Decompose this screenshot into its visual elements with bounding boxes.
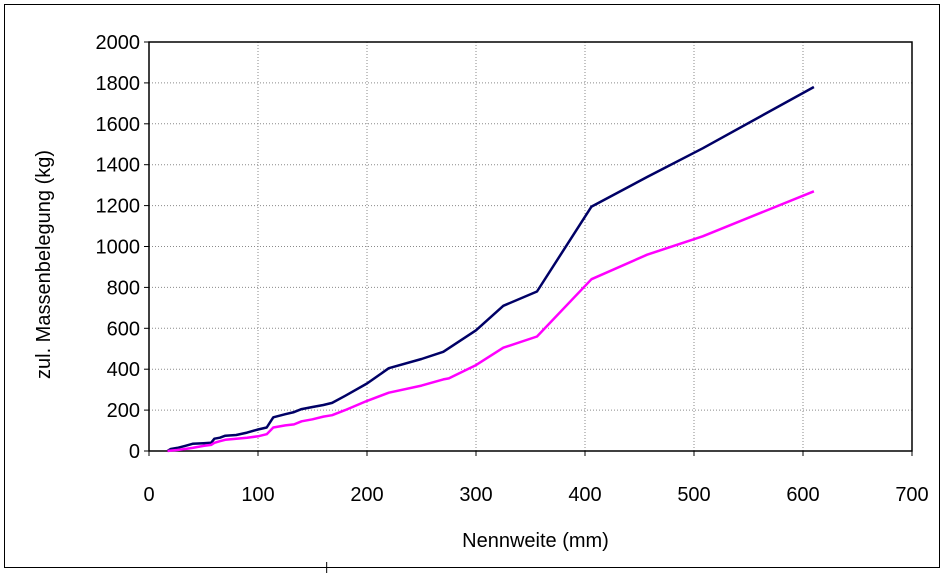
x-tick-label: 200 <box>350 484 383 506</box>
y-tick-label: 1600 <box>96 114 141 136</box>
y-axis-title: zul. Massenbelegung (kg) <box>33 150 55 379</box>
x-tick-label: 600 <box>786 484 819 506</box>
tick-labels: 0 200 400 600 800 1000 1200 1400 1600 1800 2000 0 10… <box>96 32 929 506</box>
x-tick-label: 500 <box>677 484 710 506</box>
grid-lines <box>149 42 912 451</box>
y-tick-label: 2000 <box>96 32 141 54</box>
series-line-2 <box>167 190 815 453</box>
y-tick-label: 0 <box>129 441 140 463</box>
series-layer <box>166 85 815 453</box>
y-tick-label: 1200 <box>96 196 141 218</box>
series-line-1 <box>166 85 815 453</box>
x-tick-label: 400 <box>568 484 601 506</box>
chart-frame <box>4 4 940 568</box>
y-tick-label: 1800 <box>96 73 141 95</box>
x-tick-label: 0 <box>143 484 154 506</box>
y-tick-label: 400 <box>107 359 140 381</box>
y-tick-label: 800 <box>107 277 140 299</box>
x-tick-label: 700 <box>895 484 928 506</box>
y-tick-label: 200 <box>107 400 140 422</box>
y-tick-label: 1400 <box>96 155 141 177</box>
x-tick-label: 300 <box>459 484 492 506</box>
y-tick-label: 1000 <box>96 237 141 259</box>
x-axis-title: Nennweite (mm) <box>462 530 609 552</box>
x-tick-label: 100 <box>241 484 274 506</box>
y-tick-label: 600 <box>107 318 140 340</box>
